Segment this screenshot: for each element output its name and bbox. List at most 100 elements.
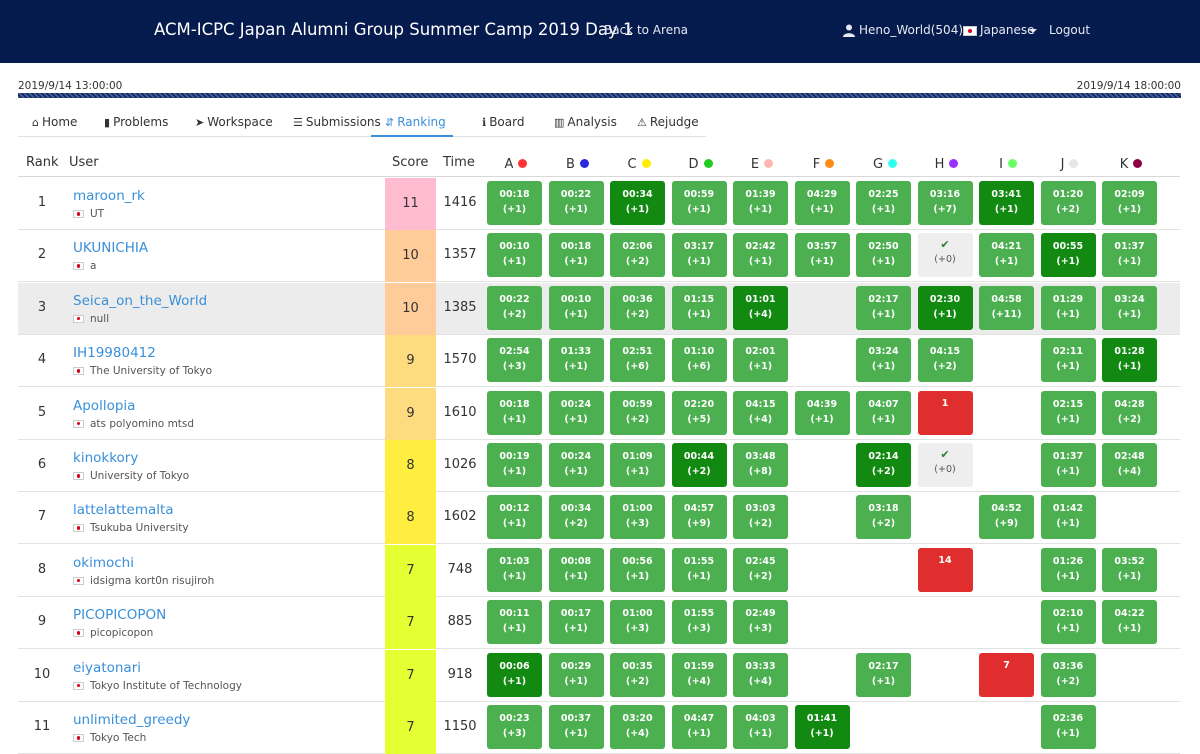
problem-result-b[interactable]: 00:18 (+1) xyxy=(548,233,604,278)
problem-result-d[interactable]: 03:17 (+1) xyxy=(671,233,727,278)
problem-result-a[interactable]: 00:19 (+1) xyxy=(487,443,542,487)
problem-result-f[interactable]: 04:39 (+1) xyxy=(794,390,850,435)
problem-result-j[interactable]: 01:42 (+1) xyxy=(1040,495,1096,540)
problem-result-j[interactable]: 03:36 (+2) xyxy=(1040,652,1096,697)
problem-result-k[interactable]: 01:28 (+1) xyxy=(1102,338,1157,383)
team-name-link[interactable]: UKUNICHIA xyxy=(73,240,149,257)
problem-result-c[interactable]: 01:09 (+1) xyxy=(610,443,665,487)
problem-header-h[interactable]: H xyxy=(916,157,978,172)
problem-result-e[interactable]: 04:03 (+1) xyxy=(733,705,788,749)
problem-result-c[interactable]: 00:59 (+2) xyxy=(610,390,665,435)
problem-result-b[interactable]: 00:22 (+1) xyxy=(548,181,604,225)
problem-result-e[interactable]: 01:01 (+4) xyxy=(733,285,788,330)
problem-result-a[interactable]: 00:11 (+1) xyxy=(487,600,542,645)
problem-result-j[interactable]: 01:20 (+2) xyxy=(1040,181,1096,225)
user-header[interactable]: User xyxy=(69,155,99,170)
problem-result-h[interactable]: 02:30 (+1) xyxy=(917,285,973,330)
user-menu-link[interactable]: Heno_World(504) xyxy=(859,23,964,37)
problem-result-b[interactable]: 00:34 (+2) xyxy=(548,495,604,540)
problem-result-a[interactable]: 00:23 (+3) xyxy=(487,705,542,749)
problem-result-d[interactable]: 00:59 (+1) xyxy=(671,181,727,225)
tab-ranking[interactable]: ⇵ Ranking xyxy=(371,110,453,137)
problem-result-k[interactable]: 03:52 (+1) xyxy=(1102,547,1157,592)
problem-result-b[interactable]: 00:17 (+1) xyxy=(548,600,604,645)
problem-result-h[interactable]: 03:16 (+7) xyxy=(917,181,973,225)
problem-result-d[interactable]: 01:10 (+6) xyxy=(671,338,727,383)
problem-result-h[interactable]: 04:15 (+2) xyxy=(917,338,973,383)
problem-result-i[interactable]: 04:58 (+11) xyxy=(979,285,1034,330)
team-name-link[interactable]: Seica_on_the_World xyxy=(73,292,208,309)
problem-result-c[interactable]: 02:51 (+6) xyxy=(610,338,665,383)
problem-result-h[interactable]: ✔ (+0) xyxy=(917,443,973,487)
tab-board[interactable]: ℹ Board xyxy=(468,110,526,137)
tab-submissions[interactable]: ☰ Submissions xyxy=(279,110,381,137)
problem-result-d[interactable]: 01:15 (+1) xyxy=(671,285,727,330)
problem-result-i[interactable]: 04:21 (+1) xyxy=(979,233,1034,278)
problem-result-b[interactable]: 00:24 (+1) xyxy=(548,443,604,487)
problem-result-c[interactable]: 00:35 (+2) xyxy=(610,652,665,697)
problem-result-a[interactable]: 02:54 (+3) xyxy=(487,338,542,383)
problem-result-c[interactable]: 03:20 (+4) xyxy=(610,705,665,749)
rank-header[interactable]: Rank xyxy=(26,155,59,170)
problem-result-a[interactable]: 00:10 (+1) xyxy=(487,233,542,278)
problem-result-j[interactable]: 02:10 (+1) xyxy=(1040,600,1096,645)
problem-header-a[interactable]: A xyxy=(485,157,547,172)
problem-result-k[interactable]: 03:24 (+1) xyxy=(1102,285,1157,330)
team-name-link[interactable]: maroon_rk xyxy=(73,188,145,204)
team-name-link[interactable]: unlimited_greedy xyxy=(73,712,191,728)
tab-rejudge[interactable]: ⚠ Rejudge xyxy=(623,110,699,137)
problem-result-d[interactable]: 01:59 (+4) xyxy=(671,652,727,697)
problem-result-a[interactable]: 00:22 (+2) xyxy=(487,285,542,330)
problem-header-d[interactable]: D xyxy=(670,157,732,172)
problem-result-b[interactable]: 00:24 (+1) xyxy=(548,390,604,435)
problem-result-b[interactable]: 01:33 (+1) xyxy=(548,338,604,383)
problem-result-k[interactable]: 04:22 (+1) xyxy=(1102,600,1157,645)
tab-workspace[interactable]: ➤ Workspace xyxy=(181,110,273,137)
problem-result-a[interactable]: 00:18 (+1) xyxy=(487,390,542,435)
logout-link[interactable]: Logout xyxy=(1049,23,1091,37)
problem-result-k[interactable]: 02:09 (+1) xyxy=(1102,181,1157,225)
problem-header-c[interactable]: C xyxy=(608,157,670,172)
contest-title[interactable]: ACM-ICPC Japan Alumni Group Summer Camp … xyxy=(154,20,634,39)
back-to-arena-link[interactable]: Back to Arena xyxy=(604,23,689,37)
problem-result-c[interactable]: 00:56 (+1) xyxy=(610,547,665,592)
problem-header-f[interactable]: F xyxy=(793,157,855,172)
team-name-link[interactable]: IH19980412 xyxy=(73,345,156,362)
problem-result-f[interactable]: 03:57 (+1) xyxy=(794,233,850,278)
problem-header-b[interactable]: B xyxy=(547,157,609,172)
problem-result-c[interactable]: 00:34 (+1) xyxy=(610,181,665,225)
problem-result-f[interactable]: 04:29 (+1) xyxy=(794,181,850,225)
problem-result-g[interactable]: 02:17 (+1) xyxy=(856,285,911,330)
problem-result-e[interactable]: 03:03 (+2) xyxy=(733,495,788,540)
problem-result-j[interactable]: 01:37 (+1) xyxy=(1040,443,1096,487)
problem-result-e[interactable]: 03:33 (+4) xyxy=(733,652,788,697)
problem-result-i[interactable]: 7 xyxy=(979,652,1034,697)
problem-result-d[interactable]: 02:20 (+5) xyxy=(671,390,727,435)
tab-home[interactable]: ⌂ Home xyxy=(18,110,78,137)
problem-result-b[interactable]: 00:29 (+1) xyxy=(548,652,604,697)
problem-result-e[interactable]: 04:15 (+4) xyxy=(733,390,788,435)
time-header[interactable]: Time xyxy=(443,155,475,170)
team-name-link[interactable]: eiyatonari xyxy=(73,659,142,676)
problem-result-i[interactable]: 04:52 (+9) xyxy=(979,495,1034,540)
problem-result-g[interactable]: 02:25 (+1) xyxy=(856,181,911,225)
problem-result-c[interactable]: 01:00 (+3) xyxy=(610,495,665,540)
problem-result-c[interactable]: 00:36 (+2) xyxy=(610,285,665,330)
problem-result-g[interactable]: 02:17 (+1) xyxy=(856,652,911,697)
problem-header-j[interactable]: J xyxy=(1039,157,1101,172)
problem-result-g[interactable]: 03:24 (+1) xyxy=(856,338,911,383)
problem-result-k[interactable]: 01:37 (+1) xyxy=(1102,233,1157,278)
problem-result-k[interactable]: 04:28 (+2) xyxy=(1102,390,1157,435)
problem-result-d[interactable]: 01:55 (+3) xyxy=(671,600,727,645)
problem-result-j[interactable]: 02:11 (+1) xyxy=(1040,338,1096,383)
problem-result-g[interactable]: 02:14 (+2) xyxy=(856,443,911,487)
problem-header-k[interactable]: K xyxy=(1100,157,1162,172)
tab-problems[interactable]: ▮ Problems xyxy=(90,110,168,137)
problem-result-c[interactable]: 02:06 (+2) xyxy=(610,233,665,278)
team-name-link[interactable]: kinokkory xyxy=(73,450,139,466)
score-header[interactable]: Score xyxy=(392,155,429,170)
problem-result-b[interactable]: 00:08 (+1) xyxy=(548,547,604,592)
problem-result-d[interactable]: 01:55 (+1) xyxy=(671,547,727,592)
problem-result-g[interactable]: 02:50 (+1) xyxy=(856,233,911,278)
problem-result-e[interactable]: 03:48 (+8) xyxy=(733,443,788,487)
